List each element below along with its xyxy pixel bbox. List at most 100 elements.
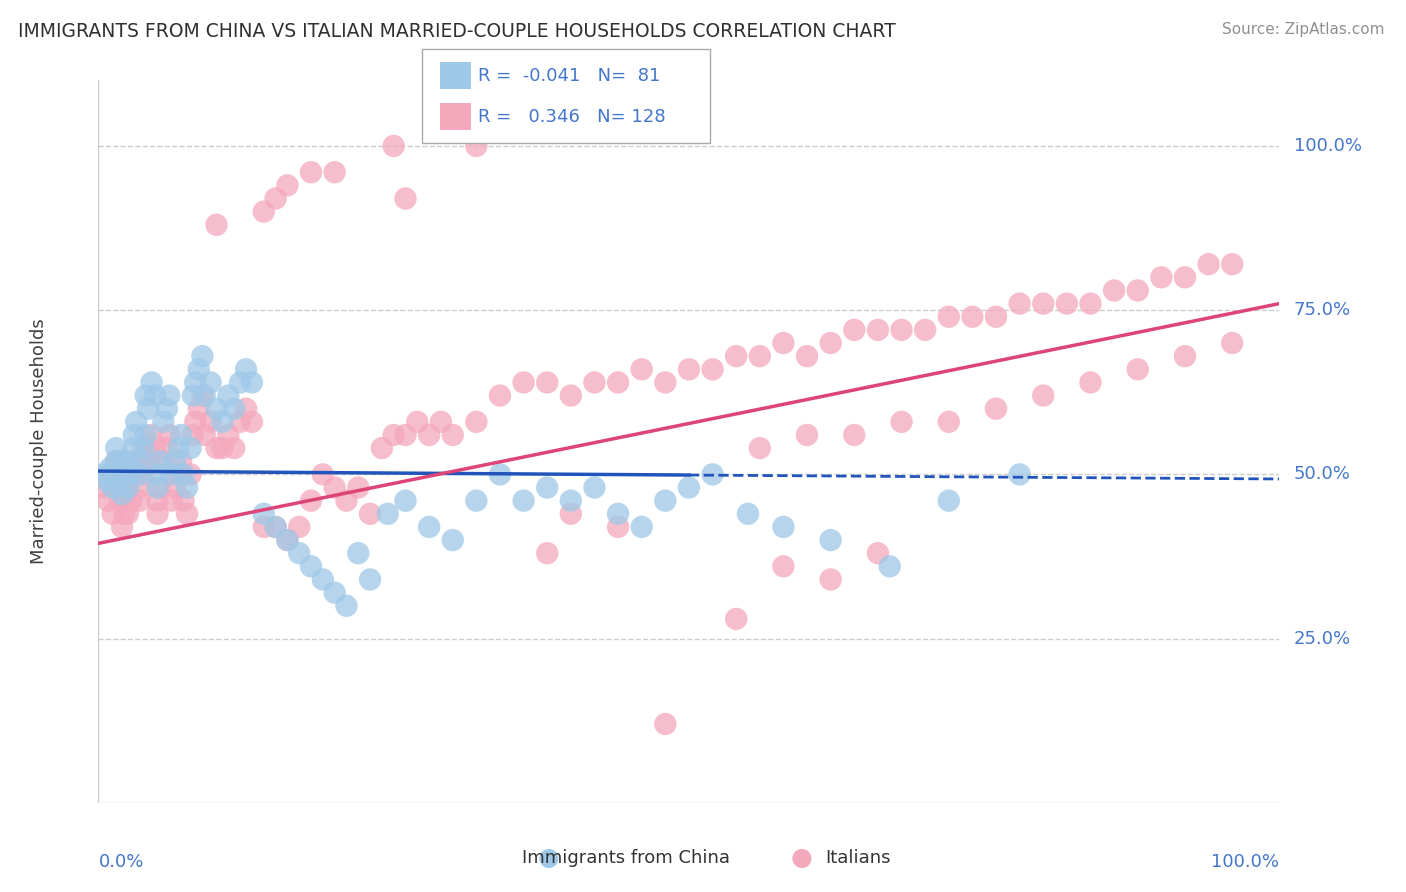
- Point: [235, 362, 257, 376]
- Point: [229, 415, 252, 429]
- Text: 25.0%: 25.0%: [1294, 630, 1351, 648]
- Point: [418, 428, 440, 442]
- Point: [98, 467, 121, 482]
- Point: [240, 415, 263, 429]
- Point: [172, 493, 194, 508]
- Point: [229, 376, 252, 390]
- Point: [772, 559, 794, 574]
- Point: [93, 467, 115, 482]
- Point: [938, 310, 960, 324]
- Point: [347, 481, 370, 495]
- Point: [136, 454, 159, 468]
- Point: [160, 467, 183, 482]
- Point: [143, 441, 166, 455]
- Point: [737, 507, 759, 521]
- Point: [167, 441, 190, 455]
- Point: [128, 467, 150, 482]
- Point: [702, 362, 724, 376]
- Point: [146, 493, 169, 508]
- Point: [191, 349, 214, 363]
- Point: [347, 546, 370, 560]
- Point: [820, 573, 842, 587]
- Point: [1008, 467, 1031, 482]
- Point: [149, 454, 172, 468]
- Point: [194, 428, 217, 442]
- Point: [135, 428, 157, 442]
- Point: [135, 388, 157, 402]
- Point: [152, 454, 174, 468]
- Point: [866, 546, 889, 560]
- Point: [200, 376, 222, 390]
- Point: [101, 481, 124, 495]
- Point: [335, 493, 357, 508]
- Point: [288, 546, 311, 560]
- Point: [489, 388, 512, 402]
- Point: [132, 441, 155, 455]
- Point: [141, 428, 163, 442]
- Point: [748, 441, 770, 455]
- Point: [205, 218, 228, 232]
- Point: [312, 467, 335, 482]
- Point: [288, 520, 311, 534]
- Point: [128, 454, 150, 468]
- Point: [299, 493, 322, 508]
- Point: [536, 546, 558, 560]
- Point: [430, 415, 453, 429]
- Point: [122, 454, 145, 468]
- Text: ●: ●: [537, 847, 560, 870]
- Point: [844, 428, 866, 442]
- Point: [938, 493, 960, 508]
- Point: [112, 460, 135, 475]
- Point: [111, 481, 134, 495]
- Point: [264, 520, 287, 534]
- Point: [1056, 296, 1078, 310]
- Point: [630, 362, 652, 376]
- Point: [111, 520, 134, 534]
- Point: [489, 467, 512, 482]
- Point: [512, 376, 534, 390]
- Point: [1032, 296, 1054, 310]
- Point: [772, 520, 794, 534]
- Point: [394, 493, 416, 508]
- Point: [583, 376, 606, 390]
- Point: [132, 467, 155, 482]
- Text: 0.0%: 0.0%: [98, 854, 143, 871]
- Point: [465, 493, 488, 508]
- Point: [276, 533, 298, 547]
- Point: [253, 507, 276, 521]
- Point: [170, 454, 193, 468]
- Point: [184, 415, 207, 429]
- Point: [146, 467, 169, 482]
- Point: [125, 467, 148, 482]
- Point: [1008, 296, 1031, 310]
- Point: [112, 507, 135, 521]
- Point: [211, 415, 233, 429]
- Point: [844, 323, 866, 337]
- Point: [111, 487, 134, 501]
- Point: [1220, 257, 1243, 271]
- Point: [678, 362, 700, 376]
- Point: [152, 415, 174, 429]
- Point: [276, 533, 298, 547]
- Point: [630, 520, 652, 534]
- Point: [181, 388, 204, 402]
- Point: [335, 599, 357, 613]
- Point: [253, 204, 276, 219]
- Point: [441, 533, 464, 547]
- Point: [890, 415, 912, 429]
- Point: [890, 323, 912, 337]
- Point: [105, 481, 128, 495]
- Point: [146, 507, 169, 521]
- Point: [938, 415, 960, 429]
- Point: [194, 388, 217, 402]
- Point: [394, 428, 416, 442]
- Point: [1174, 349, 1197, 363]
- Point: [117, 454, 139, 468]
- Point: [654, 376, 676, 390]
- Point: [323, 165, 346, 179]
- Point: [160, 493, 183, 508]
- Point: [108, 467, 131, 482]
- Point: [128, 493, 150, 508]
- Point: [184, 376, 207, 390]
- Point: [1198, 257, 1220, 271]
